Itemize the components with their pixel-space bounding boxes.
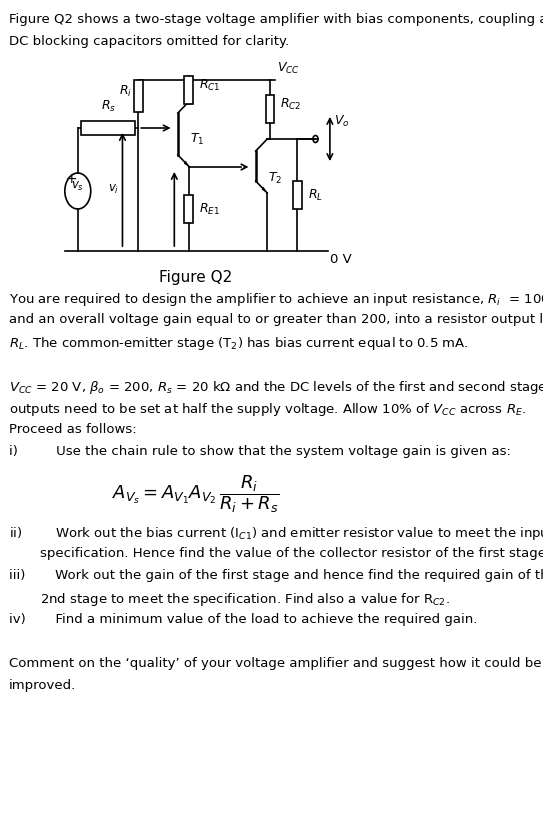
Text: $R_i$: $R_i$	[119, 84, 132, 98]
Text: $R_L$. The common-emitter stage (T$_2$) has bias current equal to 0.5 mA.: $R_L$. The common-emitter stage (T$_2$) …	[9, 335, 468, 352]
Text: $v_s$: $v_s$	[71, 180, 84, 193]
Bar	[81, 121, 135, 135]
Text: outputs need to be set at half the supply voltage. Allow 10% of $V_{CC}$ across : outputs need to be set at half the suppl…	[9, 401, 526, 418]
Text: $A_{V_s} = A_{V_1}A_{V_2}\,\dfrac{R_i}{R_i + R_s}$: $A_{V_s} = A_{V_1}A_{V_2}\,\dfrac{R_i}{R…	[112, 473, 280, 515]
Text: iii)       Work out the gain of the first stage and hence find the required gain: iii) Work out the gain of the first stag…	[9, 569, 543, 582]
Text: $T_1$: $T_1$	[190, 132, 205, 147]
Text: Figure Q2: Figure Q2	[159, 270, 232, 285]
Text: You are required to design the amplifier to achieve an input resistance, $R_i$  : You are required to design the amplifier…	[9, 291, 543, 308]
Text: $R_{E1}$: $R_{E1}$	[199, 202, 220, 216]
Polygon shape	[184, 161, 190, 167]
Polygon shape	[262, 187, 267, 193]
Text: Figure Q2 shows a two-stage voltage amplifier with bias components, coupling and: Figure Q2 shows a two-stage voltage ampl…	[9, 13, 543, 26]
Bar	[134, 80, 143, 112]
Text: $T_2$: $T_2$	[268, 171, 282, 186]
Text: $R_{C2}$: $R_{C2}$	[280, 97, 301, 112]
Bar	[266, 95, 274, 124]
Text: ii)        Work out the bias current (I$_{C1}$) and emitter resistor value to me: ii) Work out the bias current (I$_{C1}$)…	[9, 525, 543, 542]
Text: specification. Hence find the value of the collector resistor of the first stage: specification. Hence find the value of t…	[40, 547, 543, 560]
Text: $R_s$: $R_s$	[100, 99, 116, 114]
Text: iv)       Find a minimum value of the load to achieve the required gain.: iv) Find a minimum value of the load to …	[9, 613, 477, 626]
Text: Comment on the ‘quality’ of your voltage amplifier and suggest how it could be: Comment on the ‘quality’ of your voltage…	[9, 657, 541, 670]
Text: i)         Use the chain rule to show that the system voltage gain is given as:: i) Use the chain rule to show that the s…	[9, 445, 510, 458]
Bar	[293, 181, 302, 209]
Text: 2nd stage to meet the specification. Find also a value for R$_{C2}$.: 2nd stage to meet the specification. Fin…	[40, 591, 450, 608]
Bar	[185, 195, 193, 223]
Text: improved.: improved.	[9, 679, 76, 692]
Text: DC blocking capacitors omitted for clarity.: DC blocking capacitors omitted for clari…	[9, 35, 289, 48]
Text: $R_{C1}$: $R_{C1}$	[199, 78, 220, 93]
Text: $V_{CC}$ = 20 V, $\beta_o$ = 200, $R_s$ = 20 k$\Omega$ and the DC levels of the : $V_{CC}$ = 20 V, $\beta_o$ = 200, $R_s$ …	[9, 379, 543, 396]
Text: +: +	[66, 172, 77, 186]
Text: $V_o$: $V_o$	[333, 114, 349, 129]
Text: 0 V: 0 V	[330, 253, 352, 266]
Text: and an overall voltage gain equal to or greater than 200, into a resistor output: and an overall voltage gain equal to or …	[9, 313, 543, 326]
Text: $R_L$: $R_L$	[307, 188, 323, 202]
Text: Proceed as follows:: Proceed as follows:	[9, 423, 136, 436]
Text: $V_{CC}$: $V_{CC}$	[277, 61, 300, 76]
Text: $v_i$: $v_i$	[109, 183, 119, 196]
Bar	[185, 76, 193, 105]
